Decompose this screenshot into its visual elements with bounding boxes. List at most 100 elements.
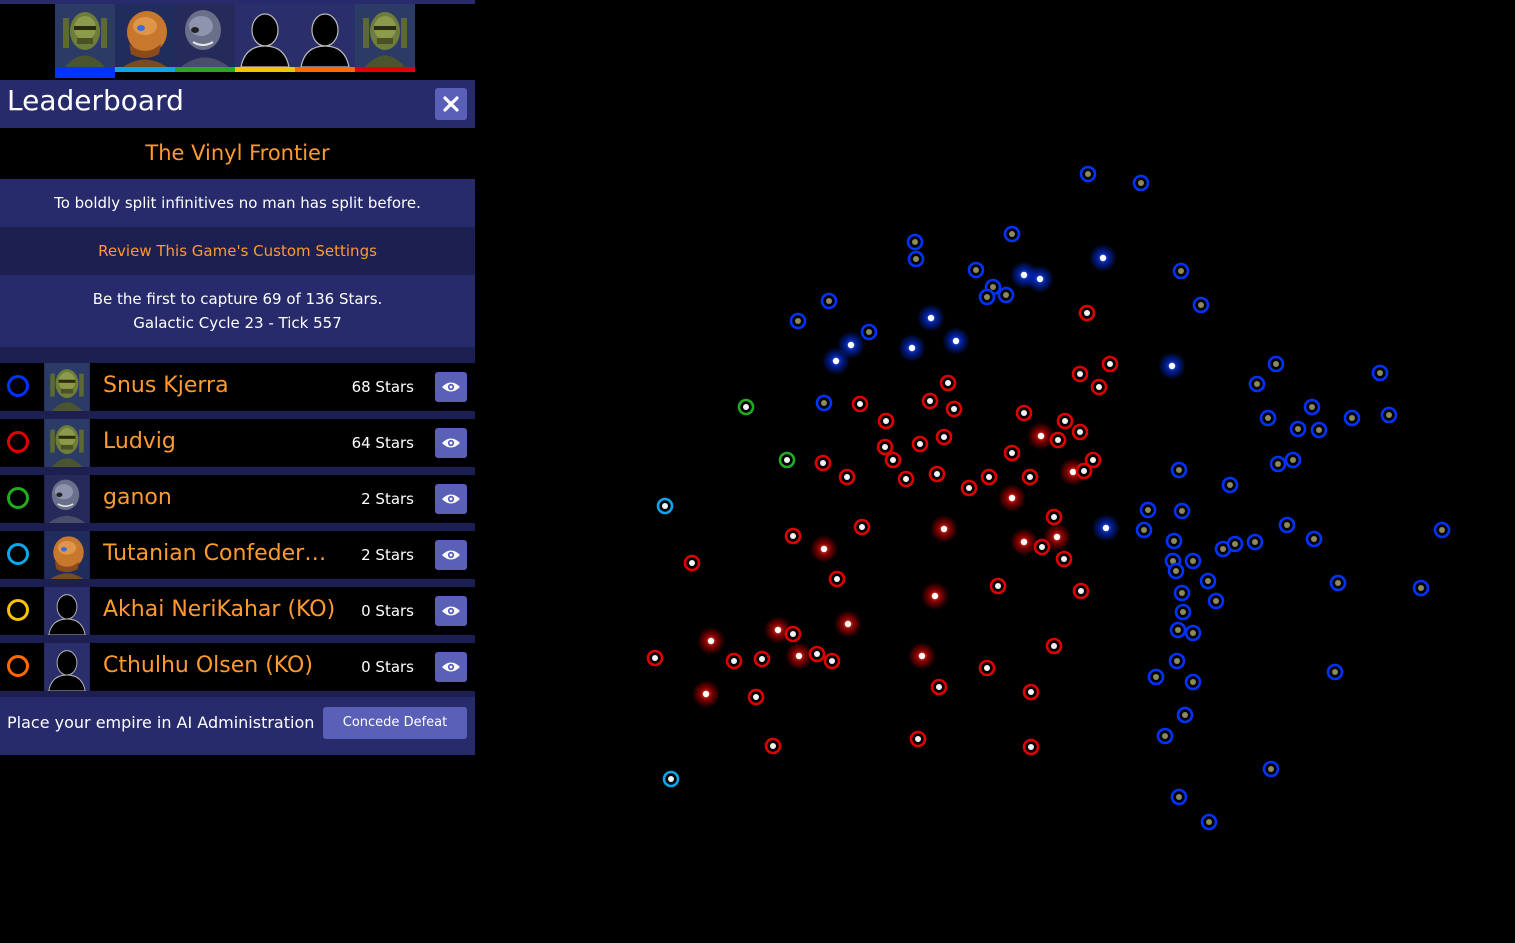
star-system[interactable] — [897, 470, 915, 488]
star-system[interactable] — [1199, 572, 1217, 590]
star-system[interactable] — [1326, 663, 1344, 681]
star-system[interactable] — [838, 468, 856, 486]
star-system[interactable] — [814, 454, 832, 472]
star-system[interactable] — [1226, 535, 1244, 553]
star-system[interactable] — [898, 334, 926, 362]
player-name[interactable]: Ludvig — [103, 429, 176, 454]
star-system[interactable] — [884, 451, 902, 469]
star-system[interactable] — [764, 737, 782, 755]
star-system[interactable] — [851, 395, 869, 413]
star-system[interactable] — [737, 398, 755, 416]
star-system[interactable] — [1165, 532, 1183, 550]
star-system[interactable] — [1027, 422, 1055, 450]
portrait-grey-alien[interactable] — [175, 4, 235, 72]
portrait-amber-alien[interactable] — [115, 4, 175, 72]
star-system[interactable] — [945, 400, 963, 418]
star-system[interactable] — [1262, 760, 1280, 778]
star-system[interactable] — [906, 233, 924, 251]
star-system[interactable] — [1072, 582, 1090, 600]
star-system[interactable] — [1147, 668, 1165, 686]
star-system[interactable] — [1101, 355, 1119, 373]
star-system[interactable] — [960, 479, 978, 497]
view-player-button[interactable] — [435, 596, 467, 626]
star-system[interactable] — [1045, 508, 1063, 526]
star-system[interactable] — [1135, 521, 1153, 539]
star-system[interactable] — [810, 535, 838, 563]
view-player-button[interactable] — [435, 372, 467, 402]
close-button[interactable] — [435, 88, 467, 120]
player-row[interactable]: Ludvig 64 Stars — [0, 417, 475, 473]
star-system[interactable] — [1055, 550, 1073, 568]
star-system[interactable] — [1075, 462, 1093, 480]
ai-administration-text[interactable]: Place your empire in AI Administration — [7, 713, 315, 732]
star-system[interactable] — [656, 497, 674, 515]
player-row[interactable]: Akhai NeriKahar (KO) 0 Stars — [0, 585, 475, 641]
star-system[interactable] — [1090, 378, 1108, 396]
star-system[interactable] — [1174, 603, 1192, 621]
star-system[interactable] — [820, 292, 838, 310]
player-row[interactable]: Cthulhu Olsen (KO) 0 Stars — [0, 641, 475, 697]
star-system[interactable] — [1184, 552, 1202, 570]
star-system[interactable] — [1329, 574, 1347, 592]
star-system[interactable] — [1003, 225, 1021, 243]
star-system[interactable] — [1184, 673, 1202, 691]
star-system[interactable] — [1056, 412, 1074, 430]
player-name[interactable]: Akhai NeriKahar (KO) — [103, 597, 336, 622]
star-system[interactable] — [1167, 562, 1185, 580]
star-system[interactable] — [697, 627, 725, 655]
star-system[interactable] — [1026, 265, 1054, 293]
star-system[interactable] — [921, 392, 939, 410]
star-system[interactable] — [1267, 355, 1285, 373]
player-name[interactable]: Cthulhu Olsen (KO) — [103, 653, 313, 678]
star-system[interactable] — [978, 288, 996, 306]
view-player-button[interactable] — [435, 484, 467, 514]
star-system[interactable] — [1412, 579, 1430, 597]
star-system[interactable] — [1158, 352, 1186, 380]
star-system[interactable] — [909, 730, 927, 748]
star-system[interactable] — [1269, 455, 1287, 473]
star-system[interactable] — [911, 435, 929, 453]
star-system[interactable] — [1246, 533, 1264, 551]
star-system[interactable] — [1022, 738, 1040, 756]
star-system[interactable] — [1284, 451, 1302, 469]
star-system[interactable] — [860, 323, 878, 341]
star-system[interactable] — [1184, 624, 1202, 642]
star-system[interactable] — [1176, 706, 1194, 724]
view-player-button[interactable] — [435, 428, 467, 458]
star-system[interactable] — [1380, 406, 1398, 424]
star-system[interactable] — [1071, 423, 1089, 441]
star-system[interactable] — [778, 451, 796, 469]
star-system[interactable] — [1049, 431, 1067, 449]
star-system[interactable] — [939, 374, 957, 392]
star-system[interactable] — [692, 680, 720, 708]
view-player-button[interactable] — [435, 652, 467, 682]
star-system[interactable] — [1192, 296, 1210, 314]
star-system[interactable] — [785, 642, 813, 670]
star-system[interactable] — [1169, 621, 1187, 639]
star-system[interactable] — [1305, 530, 1323, 548]
star-system[interactable] — [1248, 375, 1266, 393]
review-settings-link[interactable]: Review This Game's Custom Settings — [0, 227, 475, 275]
portrait-silhouette-2[interactable] — [295, 4, 355, 72]
star-system[interactable] — [1303, 398, 1321, 416]
star-system[interactable] — [1003, 444, 1021, 462]
star-system[interactable] — [877, 412, 895, 430]
star-system[interactable] — [907, 250, 925, 268]
star-system[interactable] — [978, 659, 996, 677]
player-name[interactable]: ganon — [103, 485, 172, 510]
star-system[interactable] — [1343, 409, 1361, 427]
player-row[interactable]: Snus Kjerra 68 Stars — [0, 361, 475, 417]
star-system[interactable] — [1156, 727, 1174, 745]
star-system[interactable] — [1132, 174, 1150, 192]
star-system[interactable] — [928, 465, 946, 483]
star-system[interactable] — [908, 642, 936, 670]
star-system[interactable] — [1168, 652, 1186, 670]
star-system[interactable] — [967, 261, 985, 279]
star-system[interactable] — [822, 347, 850, 375]
star-system[interactable] — [1173, 584, 1191, 602]
star-system[interactable] — [662, 770, 680, 788]
star-system[interactable] — [1139, 501, 1157, 519]
star-system[interactable] — [980, 468, 998, 486]
star-system[interactable] — [1259, 409, 1277, 427]
player-row[interactable]: ganon 2 Stars — [0, 473, 475, 529]
